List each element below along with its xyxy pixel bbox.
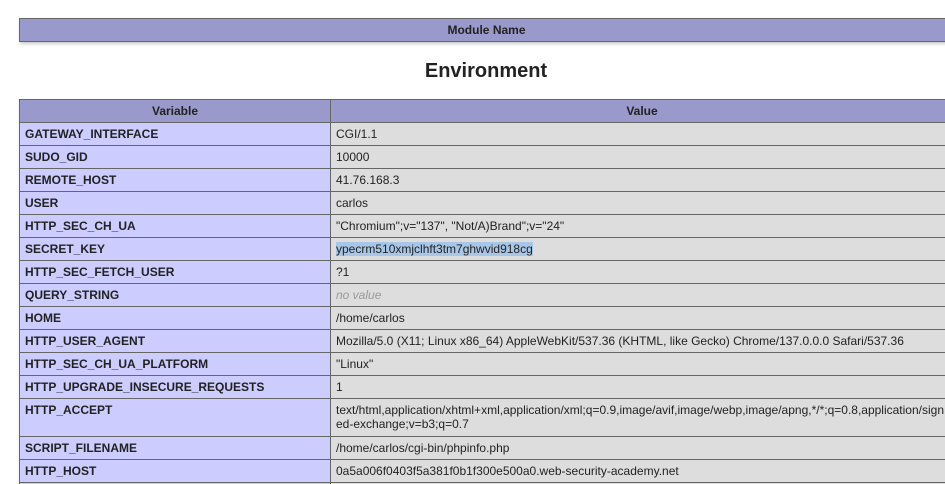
environment-table: Variable Value GATEWAY_INTERFACE CGI/1.1…: [19, 99, 945, 484]
variable-cell: HOME: [19, 306, 331, 331]
section-title: Environment: [424, 60, 548, 83]
module-name-row: Module Name: [19, 17, 945, 43]
value-cell: "Linux": [330, 352, 945, 377]
value-cell: 41.76.168.3: [330, 168, 945, 193]
table-row: QUERY_STRING no value: [19, 283, 945, 308]
table-header-row: Variable Value: [19, 99, 945, 124]
environment-table-body: Variable Value GATEWAY_INTERFACE CGI/1.1…: [19, 99, 945, 484]
table-row: HTTP_ACCEPT text/html,application/xhtml+…: [19, 398, 945, 437]
table-row: HTTP_SEC_CH_UA "Chromium";v="137", "Not/…: [19, 214, 945, 239]
variable-cell: REMOTE_HOST: [19, 168, 331, 193]
variable-cell: HTTP_HOST: [19, 458, 331, 483]
variable-cell: HTTP_SEC_CH_UA_PLATFORM: [19, 352, 331, 377]
variable-cell: GATEWAY_INTERFACE: [19, 122, 331, 147]
table-row: HTTP_SEC_FETCH_USER ?1: [19, 260, 945, 285]
no-value-text: no value: [336, 288, 382, 303]
variable-cell: HTTP_UPGRADE_INSECURE_REQUESTS: [19, 375, 331, 400]
value-cell: "Chromium";v="137", "Not/A)Brand";v="24": [330, 214, 945, 239]
value-cell: ypecrm510xmjclhft3tm7ghwvid918cg: [330, 237, 945, 262]
value-cell: 10000: [330, 145, 945, 170]
value-column-header: Value: [330, 99, 945, 124]
table-row: REMOTE_HOST 41.76.168.3: [19, 168, 945, 193]
value-cell: text/html,application/xhtml+xml,applicat…: [330, 398, 945, 437]
table-row: SUDO_GID 10000: [19, 145, 945, 170]
value-cell: ?1: [330, 260, 945, 285]
value-cell: CGI/1.1: [330, 122, 945, 147]
module-name-header: Module Name: [19, 17, 945, 43]
value-cell: 0a5a006f0403f5a381f0b1f300e500a0.web-sec…: [330, 458, 945, 483]
table-row: HTTP_UPGRADE_INSECURE_REQUESTS 1: [19, 375, 945, 400]
variable-cell: SECRET_KEY: [19, 237, 331, 262]
variable-column-header: Variable: [19, 99, 331, 124]
table-row: [19, 481, 945, 484]
variable-cell: SCRIPT_FILENAME: [19, 435, 331, 460]
module-name-table: Module Name: [19, 17, 945, 43]
table-row: GATEWAY_INTERFACE CGI/1.1: [19, 122, 945, 147]
value-cell: [330, 481, 945, 484]
table-row: HTTP_USER_AGENT Mozilla/5.0 (X11; Linux …: [19, 329, 945, 354]
value-cell: /home/carlos: [330, 306, 945, 331]
table-row: HTTP_HOST 0a5a006f0403f5a381f0b1f300e500…: [19, 458, 945, 483]
selected-secret-text: ypecrm510xmjclhft3tm7ghwvid918cg: [336, 242, 533, 257]
value-cell: /home/carlos/cgi-bin/phpinfo.php: [330, 435, 945, 460]
value-cell: 1: [330, 375, 945, 400]
variable-cell: USER: [19, 191, 331, 216]
variable-cell: HTTP_USER_AGENT: [19, 329, 331, 354]
variable-cell: HTTP_ACCEPT: [19, 398, 331, 437]
table-row: HTTP_SEC_CH_UA_PLATFORM "Linux": [19, 352, 945, 377]
value-cell: Mozilla/5.0 (X11; Linux x86_64) AppleWeb…: [330, 329, 945, 354]
variable-cell: HTTP_SEC_FETCH_USER: [19, 260, 331, 285]
value-cell: no value: [330, 283, 945, 308]
variable-cell: HTTP_SEC_CH_UA: [19, 214, 331, 239]
value-cell: carlos: [330, 191, 945, 216]
table-row: HOME /home/carlos: [19, 306, 945, 331]
table-row: USER carlos: [19, 191, 945, 216]
table-row: SCRIPT_FILENAME /home/carlos/cgi-bin/php…: [19, 435, 945, 460]
table-row: SECRET_KEY ypecrm510xmjclhft3tm7ghwvid91…: [19, 237, 945, 262]
variable-cell: SUDO_GID: [19, 145, 331, 170]
variable-cell: QUERY_STRING: [19, 283, 331, 308]
